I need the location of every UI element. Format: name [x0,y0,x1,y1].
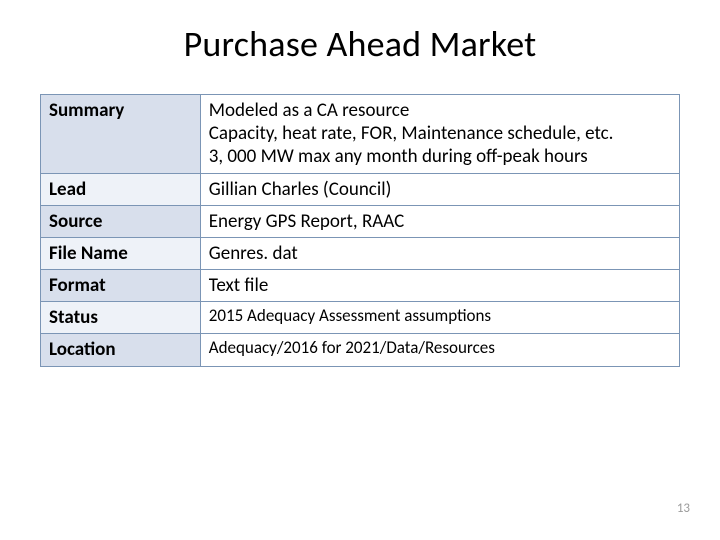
row-label: Status [41,302,201,334]
page-number: 13 [677,501,690,516]
row-value: Modeled as a CA resourceCapacity, heat r… [200,95,679,174]
table-row: SourceEnergy GPS Report, RAAC [41,205,680,237]
table-row: LocationAdequacy/2016 for 2021/Data/Reso… [41,334,680,366]
row-value: Adequacy/2016 for 2021/Data/Resources [200,334,679,366]
info-table-body: SummaryModeled as a CA resourceCapacity,… [41,95,680,367]
row-label: Lead [41,173,201,205]
row-value: 2015 Adequacy Assessment assumptions [200,302,679,334]
slide-title: Purchase Ahead Market [40,22,680,66]
table-row: Status2015 Adequacy Assessment assumptio… [41,302,680,334]
row-label: Location [41,334,201,366]
table-row: FormatText file [41,270,680,302]
row-value: Gillian Charles (Council) [200,173,679,205]
row-value: Genres. dat [200,237,679,269]
table-row: File NameGenres. dat [41,237,680,269]
row-label: Summary [41,95,201,174]
table-row: SummaryModeled as a CA resourceCapacity,… [41,95,680,174]
row-value: Energy GPS Report, RAAC [200,205,679,237]
info-table: SummaryModeled as a CA resourceCapacity,… [40,94,680,367]
row-label: Format [41,270,201,302]
row-label: Source [41,205,201,237]
slide: Purchase Ahead Market SummaryModeled as … [0,0,720,540]
row-value: Text file [200,270,679,302]
row-label: File Name [41,237,201,269]
table-row: LeadGillian Charles (Council) [41,173,680,205]
